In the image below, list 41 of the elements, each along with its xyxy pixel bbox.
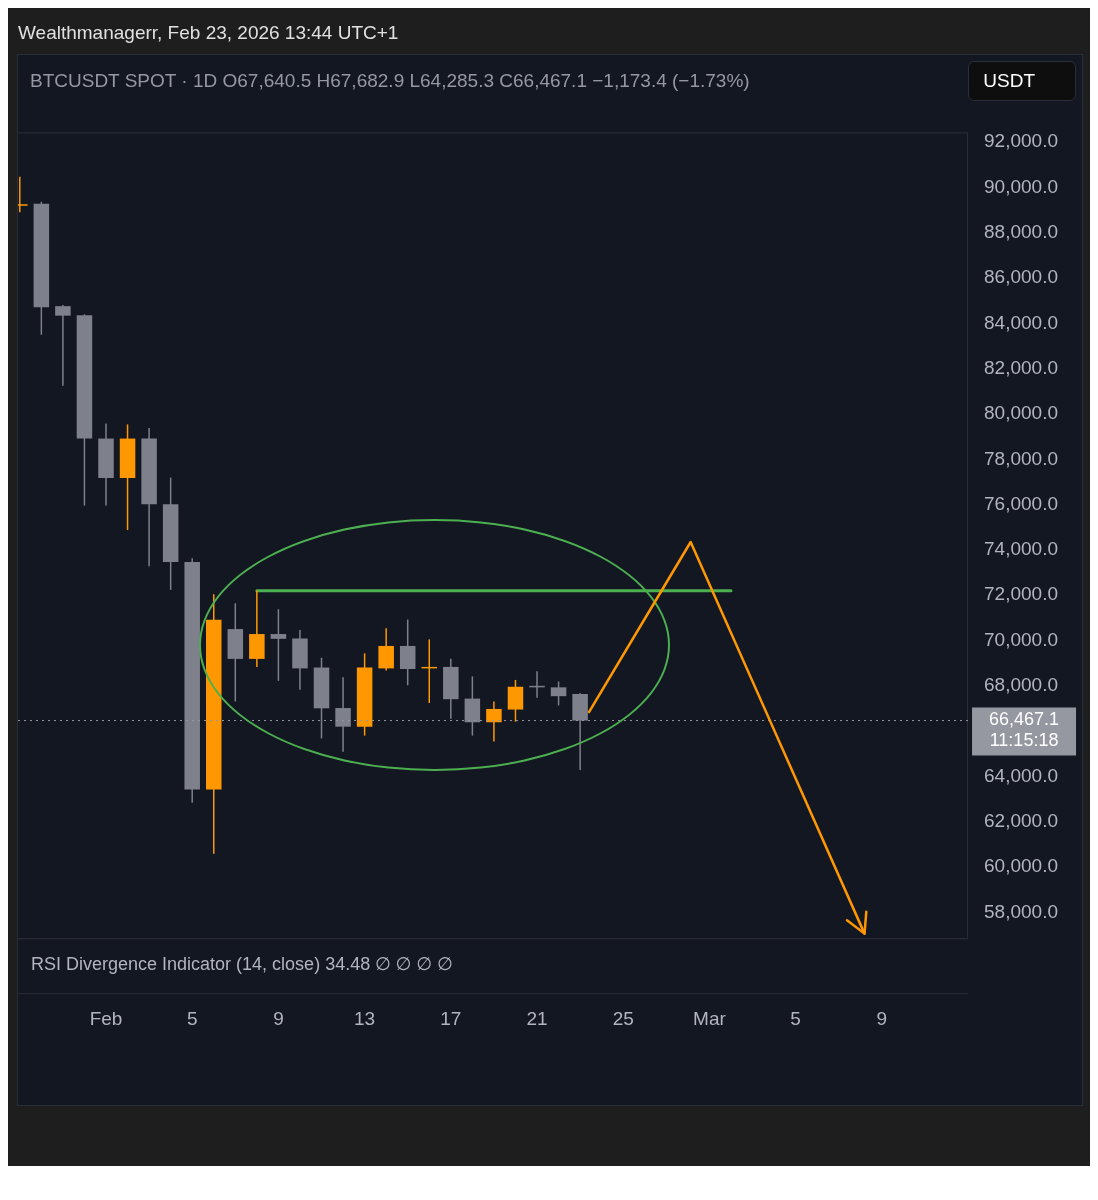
y-tick-label: 78,000.0 xyxy=(984,447,1059,469)
candlestick xyxy=(507,679,524,723)
chart-subtitle: BTCUSDT SPOT · 1D O67,640.5 H67,682.9 L64,285.3 C66,467.1 −1,173.4 (−1.73%) xyxy=(30,70,750,92)
y-tick-label: 70,000.0 xyxy=(984,628,1059,650)
candlestick xyxy=(550,680,567,707)
y-tick-label: 86,000.0 xyxy=(984,266,1059,288)
text: RSI Divergence Indicator (14, close) 34.48 ∅ ∅ ∅ ∅ xyxy=(31,954,453,975)
y-tick-label: 80,000.0 xyxy=(984,402,1059,424)
candlestick xyxy=(55,304,71,387)
y-tick-label: 72,000.0 xyxy=(984,583,1059,605)
candlestick xyxy=(270,608,287,682)
x-tick-label: 21 xyxy=(526,1007,548,1029)
x-tick-label: Feb xyxy=(89,1007,123,1029)
y-tick-label: 68,000.0 xyxy=(984,674,1059,696)
y-tick-label: 82,000.0 xyxy=(984,356,1059,378)
x-tick-label: 9 xyxy=(273,1007,284,1029)
candlestick xyxy=(486,700,502,743)
chart-title: Wealthmanagerr, Feb 23, 2026 13:44 UTC+1 xyxy=(17,21,400,45)
y-tick-label: 74,000.0 xyxy=(984,538,1059,560)
candlestick xyxy=(399,618,416,686)
y-tick-label: 90,000.0 xyxy=(984,175,1059,197)
candlestick xyxy=(378,627,394,672)
y-tick-label: 76,000.0 xyxy=(984,492,1059,514)
y-tick-label: 92,000.0 xyxy=(984,130,1059,152)
x-tick-label: 5 xyxy=(186,1007,198,1029)
y-tick-label: 60,000.0 xyxy=(984,855,1059,877)
ref-line-label: 66,467.1 11:15:18 xyxy=(989,708,1060,750)
y-axis-title: USDT xyxy=(968,61,1076,101)
x-tick-label: 9 xyxy=(876,1007,888,1029)
y-tick-label: 62,000.0 xyxy=(984,809,1059,831)
candlestick xyxy=(335,676,351,753)
x-tick-label: 17 xyxy=(440,1007,462,1029)
x-tick-label: Mar xyxy=(693,1007,727,1029)
y-tick-label: 64,000.0 xyxy=(984,764,1059,786)
candlestick xyxy=(464,675,481,737)
x-tick-label: 5 xyxy=(790,1007,801,1029)
y-tick-label: 58,000.0 xyxy=(984,900,1059,922)
x-tick-label: 13 xyxy=(354,1007,376,1029)
y-tick-label: 84,000.0 xyxy=(984,311,1059,333)
x-tick-label: 25 xyxy=(612,1007,634,1029)
y-tick-label: 88,000.0 xyxy=(984,220,1059,242)
